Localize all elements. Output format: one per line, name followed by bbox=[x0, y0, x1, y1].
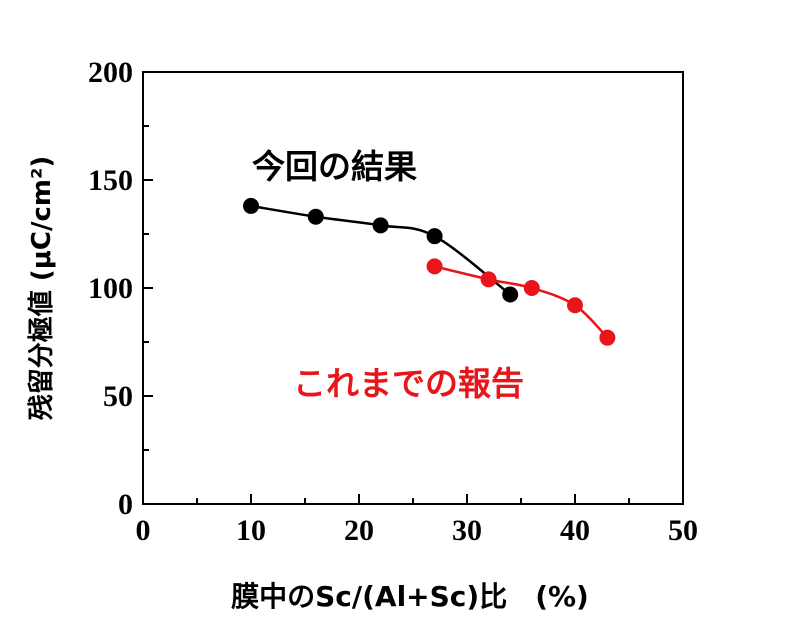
y-axis-ticks: 0 50 100 150 200 bbox=[88, 56, 153, 521]
x-tick-label: 50 bbox=[668, 514, 698, 547]
x-tick-label: 0 bbox=[136, 514, 151, 547]
x-axis-ticks: 0 10 20 30 40 50 bbox=[136, 494, 698, 547]
series-0-point-4 bbox=[502, 286, 519, 303]
x-tick-label: 10 bbox=[236, 514, 266, 547]
x-tick-label: 40 bbox=[560, 514, 590, 547]
series-1-point-1 bbox=[480, 271, 497, 288]
series-label-1: これまでの報告 bbox=[293, 364, 524, 403]
series-1-point-4 bbox=[599, 329, 616, 346]
plot-frame bbox=[142, 71, 684, 505]
y-tick-label: 0 bbox=[118, 488, 133, 521]
x-tick-label: 20 bbox=[344, 514, 374, 547]
series-1-point-2 bbox=[523, 280, 540, 296]
x-tick-label: 30 bbox=[452, 514, 482, 547]
y-tick-label: 100 bbox=[88, 272, 133, 305]
series-0-point-2 bbox=[372, 217, 389, 234]
series-1-point-0 bbox=[426, 258, 443, 275]
series-0-point-0 bbox=[243, 197, 259, 214]
y-axis-label: 残留分極値 (μC/cm²) bbox=[27, 156, 57, 420]
series-layer bbox=[243, 197, 616, 346]
series-0-point-1 bbox=[307, 208, 324, 225]
y-tick-label: 150 bbox=[88, 164, 133, 197]
y-tick-label: 50 bbox=[103, 380, 133, 413]
x-axis-label: 膜中のSc/(Al+Sc)比 (%) bbox=[231, 580, 589, 613]
series-label-0: 今回の結果 bbox=[252, 147, 417, 186]
series-1-point-3 bbox=[567, 297, 583, 314]
series-0-point-3 bbox=[426, 228, 443, 245]
y-tick-label: 200 bbox=[88, 56, 133, 89]
